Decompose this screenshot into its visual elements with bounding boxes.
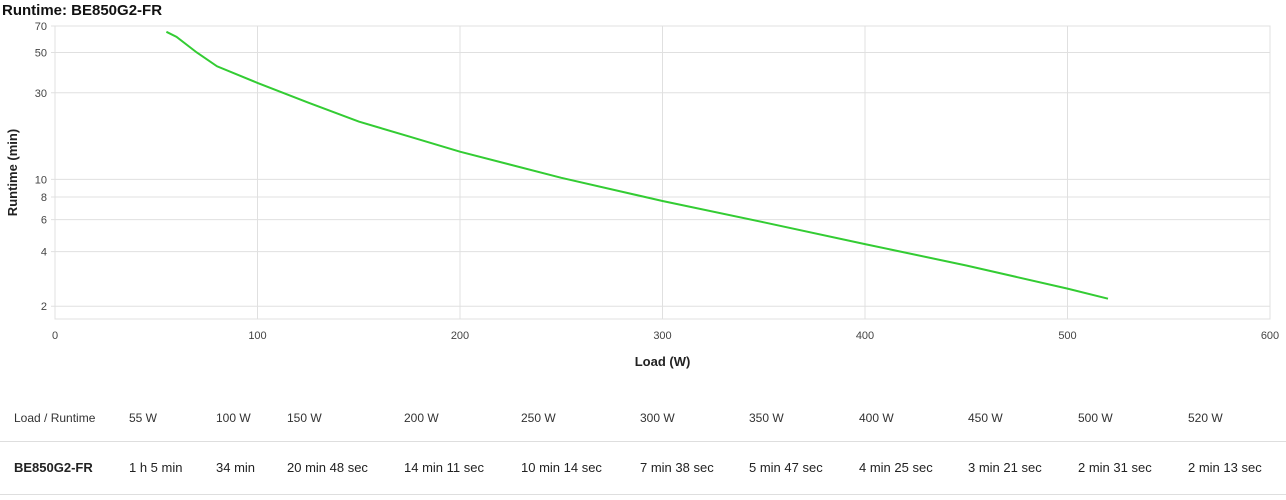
table-header-label: Load / Runtime	[14, 411, 96, 425]
load-column-header: 200 W	[404, 411, 439, 425]
runtime-cell: 2 min 13 sec	[1188, 460, 1262, 475]
runtime-chart: 0 100 200 300 400 500 600 2 4 6 8 10 30 50 70 Load (W…	[5, 21, 1279, 369]
y-axis-ticks: 2 4 6 8 10 30 50 70	[35, 21, 47, 313]
runtime-cell: 4 min 25 sec	[859, 460, 933, 475]
y-tick-label: 6	[41, 215, 47, 227]
runtime-cell: 20 min 48 sec	[287, 460, 368, 475]
load-column-header: 300 W	[640, 411, 675, 425]
runtime-cell: 1 h 5 min	[129, 460, 183, 475]
y-tick-label: 2	[41, 301, 47, 313]
runtime-cell: 34 min	[216, 460, 256, 475]
x-tick-label: 100	[248, 330, 266, 342]
y-tick-label: 50	[35, 48, 47, 60]
load-column-header: 520 W	[1188, 411, 1223, 425]
y-tick-label: 70	[35, 21, 47, 33]
load-column-header: 150 W	[287, 411, 322, 425]
table-header-row: Load / Runtime 55 W 100 W 150 W 200 W 250 W 3…	[0, 395, 1286, 442]
load-column-header: 350 W	[749, 411, 784, 425]
x-tick-label: 200	[451, 330, 469, 342]
y-tick-label: 4	[41, 247, 47, 259]
model-name: BE850G2-FR	[14, 460, 93, 475]
y-tick-label: 10	[35, 174, 47, 186]
grid-lines	[51, 25, 1271, 320]
runtime-cell: 5 min 47 sec	[749, 460, 823, 475]
runtime-cell: 2 min 31 sec	[1078, 460, 1152, 475]
load-column-header: 100 W	[216, 411, 251, 425]
x-tick-label: 500	[1058, 330, 1076, 342]
load-column-header: 500 W	[1078, 411, 1113, 425]
runtime-cell: 14 min 11 sec	[404, 460, 484, 475]
x-tick-label: 300	[653, 330, 671, 342]
y-axis-label: Runtime (min)	[5, 129, 20, 216]
table-row: BE850G2-FR 1 h 5 min 34 min 20 min 48 sec 1…	[0, 442, 1286, 495]
chart-title: Runtime: BE850G2-FR	[2, 2, 163, 19]
runtime-table: Load / Runtime 55 W 100 W 150 W 200 W 250 W 3…	[0, 395, 1286, 495]
runtime-cell: 7 min 38 sec	[640, 460, 714, 475]
x-axis-label: Load (W)	[635, 354, 691, 369]
load-column-header: 250 W	[521, 411, 556, 425]
y-tick-label: 8	[41, 192, 47, 204]
load-column-header: 55 W	[129, 411, 158, 425]
x-tick-label: 600	[1261, 330, 1279, 342]
runtime-cell: 3 min 21 sec	[968, 460, 1042, 475]
series-line	[165, 30, 1109, 300]
load-column-header: 450 W	[968, 411, 1003, 425]
load-column-header: 400 W	[859, 411, 894, 425]
x-tick-label: 400	[856, 330, 874, 342]
y-tick-label: 30	[35, 88, 47, 100]
x-axis-ticks: 0 100 200 300 400 500 600	[52, 330, 1279, 342]
x-tick-label: 0	[52, 330, 58, 342]
runtime-cell: 10 min 14 sec	[521, 460, 602, 475]
